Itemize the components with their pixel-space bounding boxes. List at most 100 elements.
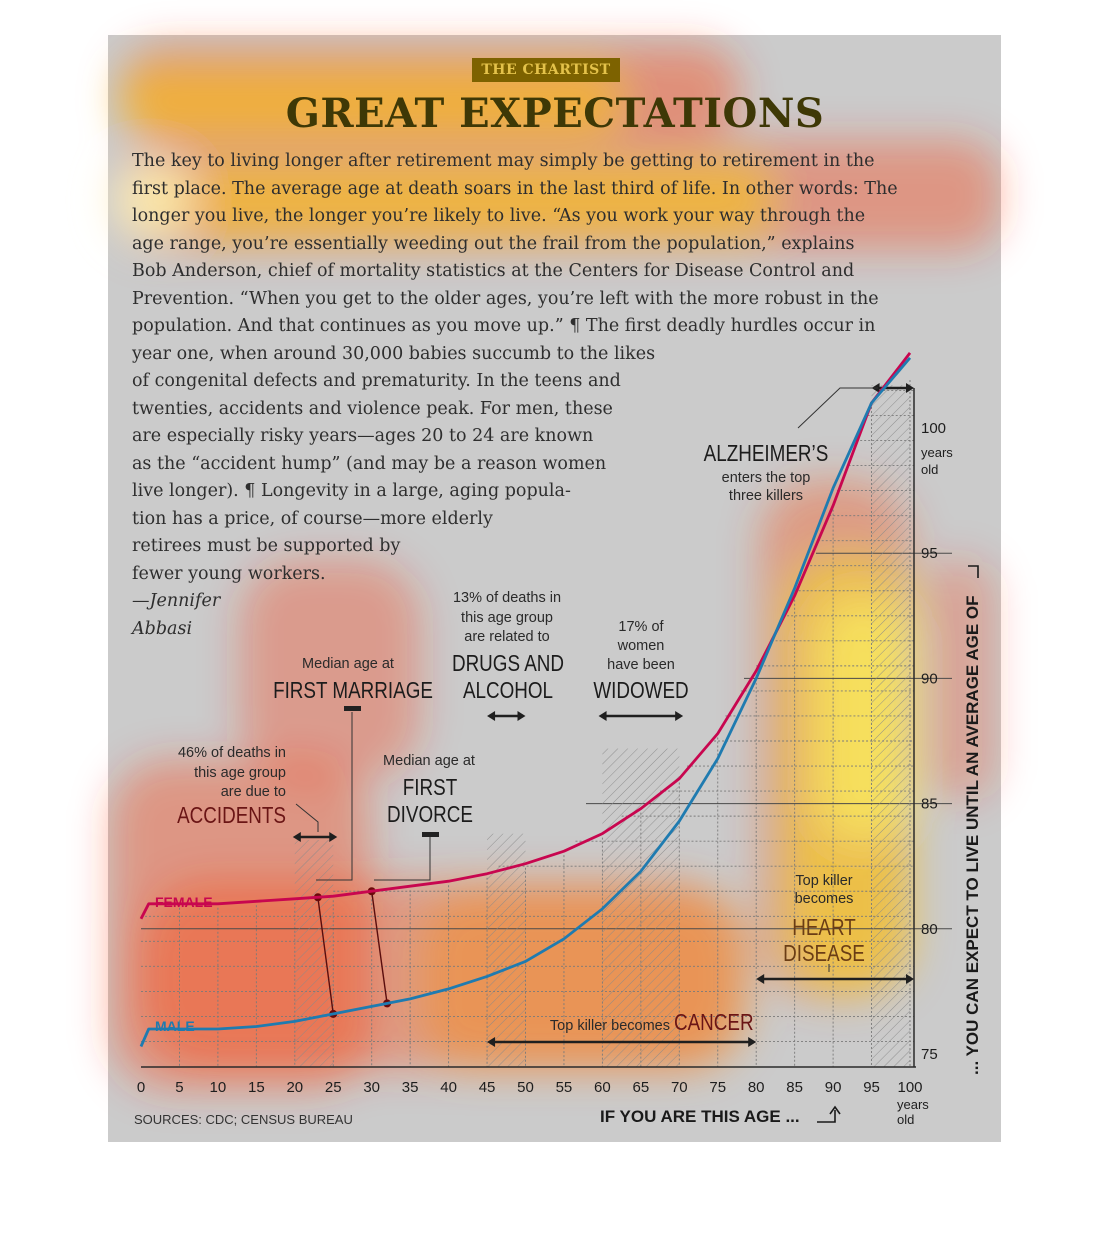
heart-label: DISEASE [783,941,865,966]
hatched-range [602,748,680,1067]
y-axis-arrow [968,565,979,578]
hatched-range [871,385,910,1067]
article-line: fewer young workers. [132,563,326,584]
x-tick-label: 5 [175,1079,183,1096]
chart-series [139,352,912,1048]
article-line: population. And that continues as you mo… [132,316,876,336]
cancer-range-arrow-head [487,1037,496,1047]
marriage-connector [317,897,334,1015]
widowed-range-arrow-head [598,711,607,721]
x-tick-label: 60 [594,1079,611,1096]
y-tick-label: 90 [921,670,938,687]
accidents-note: this age group [194,765,286,781]
x-tick-label: 90 [825,1079,842,1096]
divorce-note: Median age at [383,753,475,769]
marriage-leader [316,712,353,881]
kicker-badge: THE CHARTIST [472,58,620,82]
alzheimers-leader [797,387,878,429]
widowed-range-arrow-head [675,711,684,721]
article-line: of congenital defects and prematurity. I… [132,371,621,391]
x-tick-label: 85 [786,1079,803,1096]
x-tick-label: 20 [286,1079,303,1096]
cancer-range-arrow-head [748,1037,757,1047]
chart-labels: 0 5 10 15 20 25 30 35 40 45 50 55 60 65 70 75 80 85 90 95 10… [134,420,982,1127]
drugs-label: DRUGS AND [452,651,564,676]
article-line: are especially risky years—ages 20 to 24… [132,426,594,446]
article-line: Bob Anderson, chief of mortality statist… [132,261,855,281]
article-line: twenties, accidents and violence peak. F… [132,398,613,419]
byline: Abbasi [132,618,193,639]
heart-range-arrow-head [756,974,765,984]
marriage-marker [344,706,361,711]
article-line: live longer). ¶ Longevity in a large, ag… [132,481,571,501]
accidents-label: ACCIDENTS [177,803,286,828]
x-tick-label: 15 [248,1079,265,1096]
drugs-note: 13% of deaths in [453,590,561,606]
y-tick-label: 95 [921,545,938,562]
accidents-note: are due to [221,784,286,800]
marriage-label: FIRST MARRIAGE [273,678,433,703]
x-axis-title: IF YOU ARE THIS AGE ... [600,1107,800,1126]
accidents-range-arrow-head [292,832,301,842]
drugs-note: this age group [461,610,553,626]
x-tick-label: 80 [748,1079,765,1096]
widowed-label: WIDOWED [593,678,688,703]
drugs-range-arrow-head [517,711,526,721]
widowed-note: have been [607,657,675,673]
divorce-label: DIVORCE [387,802,473,827]
cancer-label: CANCER [674,1010,754,1035]
article-line: age range, you’re essentially weeding ou… [132,233,855,254]
widowed-note: women [617,638,665,654]
y-tick-label: 75 [921,1046,938,1063]
alzheimers-range-arrow-head [906,383,914,393]
accidents-note: 46% of deaths in [178,745,286,761]
hatched-range [294,840,334,1067]
x-tick-label: 65 [633,1079,650,1096]
heart-label: HEART [792,915,856,940]
x-tick-label: 95 [863,1079,880,1096]
accidents-range-arrow-head [329,832,338,842]
alzheimers-label: ALZHEIMER’S [704,441,829,466]
divorce-marker [422,832,439,837]
article-line: The key to living longer after retiremen… [132,151,875,171]
article-line: retirees must be supported by [132,536,401,556]
drugs-range-arrow-head [487,711,496,721]
x-tick-label: 0 [137,1079,145,1096]
x-unit-label: old [897,1112,914,1127]
drugs-label: ALCOHOL [463,678,553,703]
article-line: as the “accident hump” (and may be a rea… [132,453,607,474]
x-axis-arrow [817,1110,836,1123]
y-axis-title: ... YOU CAN EXPECT TO LIVE UNTIL AN AVER… [963,595,982,1075]
x-tick-label: 70 [671,1079,688,1096]
byline: —Jennifer [132,591,221,611]
y-tick-label: 100 [921,420,946,437]
article-line: longer you live, the longer you’re likel… [132,206,866,226]
heart-note: Top killer [795,873,852,889]
x-tick-label: 30 [363,1079,380,1096]
drugs-note: are related to [464,629,549,645]
article-line: tion has a price, of course—more elderly [132,508,493,529]
x-tick-label: 35 [402,1079,419,1096]
alzheimers-note: enters the top [722,470,811,486]
legend-female: FEMALE [155,894,213,910]
x-tick-label: 75 [709,1079,726,1096]
article-line: Prevention. “When you get to the older a… [132,288,879,309]
cancer-note: Top killer becomes [550,1018,670,1034]
article-text: The key to living longer after retiremen… [132,148,898,643]
chart-axes [141,388,979,1123]
widowed-note: 17% of [618,619,664,635]
x-axis-arrow-head [829,1105,841,1115]
x-unit-label: years [897,1097,929,1112]
x-tick-label: 50 [517,1079,534,1096]
divorce-label: FIRST [403,775,458,800]
source-note: SOURCES: CDC; CENSUS BUREAU [134,1112,353,1127]
x-tick-label: 55 [556,1079,573,1096]
x-tick-label: 45 [479,1079,496,1096]
heart-note: becomes [795,891,854,907]
divorce-connector [371,891,388,1004]
series-line-male [139,356,912,1048]
x-tick-label: 40 [440,1079,457,1096]
heart-range-arrow-head [906,974,914,984]
marriage-note: Median age at [302,656,394,672]
